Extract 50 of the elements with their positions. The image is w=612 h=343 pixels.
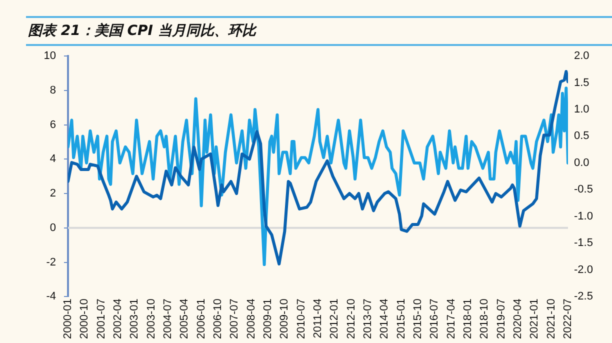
- y-tick-label: -4: [46, 290, 56, 303]
- x-tick-label: 2011-04: [312, 298, 324, 338]
- x-tick-label: 2009-10: [278, 298, 291, 340]
- y2-tick-label: -1.0: [574, 210, 593, 222]
- x-tick-label: 2018-10: [478, 298, 491, 340]
- x-tick-label: 2015-01: [395, 298, 408, 340]
- y2-tick-label: 1.0: [574, 104, 590, 116]
- y-tick-label: 0: [50, 222, 56, 234]
- y2-tick-label: 0.0: [574, 156, 590, 169]
- x-tick-label: 2018-01: [462, 298, 474, 340]
- y2-tick-label: 2.0: [574, 50, 590, 62]
- x-tick-label: 2006-01: [195, 298, 208, 340]
- y-tick-label: -2: [46, 256, 56, 268]
- x-tick-label: 2000-01: [62, 298, 74, 340]
- y2-tick-label: 0.5: [574, 130, 590, 142]
- x-tick-label: 2012-01: [328, 298, 341, 340]
- y2-tick-label: 1.5: [574, 76, 590, 89]
- x-tick-label: 2002-04: [112, 298, 124, 340]
- x-tick-label: 2004-07: [162, 298, 174, 340]
- x-tick-label: 2014-04: [378, 298, 391, 340]
- chart-title: 图表 21：美国 CPI 当月同比、环比: [26, 16, 612, 46]
- y-tick-label: 6: [50, 118, 56, 131]
- y-tick-label: 2: [50, 188, 56, 200]
- x-tick-label: 2013-07: [362, 298, 374, 340]
- x-tick-label: 2021-01: [528, 298, 541, 340]
- y2-tick-label: -1.5: [574, 237, 593, 250]
- y2-tick-label: -2.5: [574, 290, 593, 303]
- x-tick-label: 2003-01: [128, 298, 141, 340]
- y-tick-label: 10: [44, 50, 56, 62]
- x-tick-label: 2015-10: [412, 298, 424, 340]
- x-tick-label: 2019-07: [495, 298, 508, 340]
- x-tick-label: 2005-04: [178, 298, 191, 340]
- x-tick-label: 2008-04: [245, 298, 258, 340]
- x-tick-label: 2020-04: [512, 298, 524, 340]
- y2-tick-label: -2.0: [574, 264, 593, 276]
- x-tick-label: 2007-07: [228, 298, 241, 340]
- x-tick-label: 2016-07: [428, 298, 441, 340]
- y2-tick-label: -0.5: [574, 184, 593, 196]
- x-tick-label: 2017-04: [445, 298, 458, 340]
- x-tick-label: 2022-07: [562, 298, 574, 340]
- x-tick-label: 2000-10: [78, 298, 91, 340]
- x-tick-label: 2012-10: [345, 298, 358, 340]
- y-tick-label: 8: [50, 84, 56, 96]
- x-tick-label: 2009-01: [262, 298, 274, 340]
- x-tick-label: 2001-07: [95, 298, 108, 340]
- x-tick-label: 2003-10: [145, 298, 158, 340]
- y-tick-label: 4: [50, 153, 56, 166]
- x-tick-label: 2006-10: [212, 298, 224, 340]
- x-tick-label: 2021-10: [545, 298, 558, 340]
- x-tick-label: 2010-07: [295, 298, 308, 340]
